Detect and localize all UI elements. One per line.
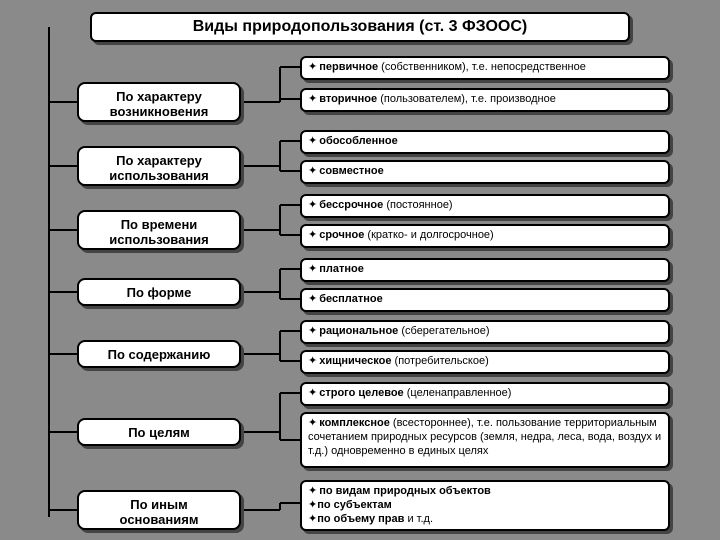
category-box: По форме — [77, 278, 241, 306]
item-box: совместное — [300, 160, 670, 184]
spine-line — [48, 27, 50, 517]
item-box: по видам природных объектов✦по субъектам… — [300, 480, 670, 531]
category-box: По целям — [77, 418, 241, 446]
item-box: срочное (кратко- и долгосрочное) — [300, 224, 670, 248]
item-box: бессрочное (постоянное) — [300, 194, 670, 218]
category-box: По временииспользования — [77, 210, 241, 250]
category-box: По характеруиспользования — [77, 146, 241, 186]
item-box: строго целевое (целенаправленное) — [300, 382, 670, 406]
item-box: первичное (собственником), т.е. непосред… — [300, 56, 670, 80]
category-box: По характерувозникновения — [77, 82, 241, 122]
item-box: хищническое (потребительское) — [300, 350, 670, 374]
item-box: бесплатное — [300, 288, 670, 312]
category-box: По инымоснованиям — [77, 490, 241, 530]
item-box: обособленное — [300, 130, 670, 154]
item-box: вторичное (пользователем), т.е. производ… — [300, 88, 670, 112]
diagram-title: Виды природопользования (ст. 3 ФЗООС) — [90, 12, 630, 42]
category-box: По содержанию — [77, 340, 241, 368]
item-box: рациональное (сберегательное) — [300, 320, 670, 344]
item-box: комплексное (всестороннее), т.е. пользов… — [300, 412, 670, 468]
item-box: платное — [300, 258, 670, 282]
